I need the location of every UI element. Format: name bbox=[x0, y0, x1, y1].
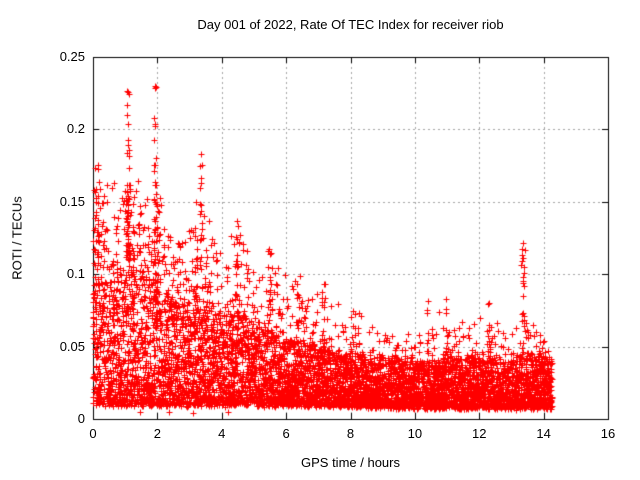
x-tick-label: 0 bbox=[89, 426, 97, 441]
x-tick-label: 12 bbox=[472, 426, 487, 441]
x-tick-label: 8 bbox=[346, 426, 355, 441]
x-tick-label: 16 bbox=[600, 426, 616, 441]
y-tick-label: 0.25 bbox=[59, 49, 85, 64]
y-tick-label: 0 bbox=[77, 411, 85, 426]
x-tick-label: 6 bbox=[282, 426, 290, 441]
y-tick-label: 0.15 bbox=[59, 193, 85, 209]
x-tick-label: 4 bbox=[218, 426, 226, 441]
chart-title: Day 001 of 2022, Rate Of TEC Index for r… bbox=[197, 17, 504, 32]
y-tick-label: 0.1 bbox=[66, 266, 85, 282]
y-tick-label: 0.2 bbox=[66, 121, 85, 137]
x-axis-label: GPS time / hours bbox=[301, 455, 400, 470]
y-tick-label: 0.05 bbox=[59, 338, 85, 354]
x-tick-label: 10 bbox=[407, 426, 423, 441]
x-tick-label: 14 bbox=[536, 426, 551, 441]
y-axis-label-text: ROTI / TECUs bbox=[9, 196, 25, 280]
x-tick-label: 2 bbox=[153, 426, 161, 441]
